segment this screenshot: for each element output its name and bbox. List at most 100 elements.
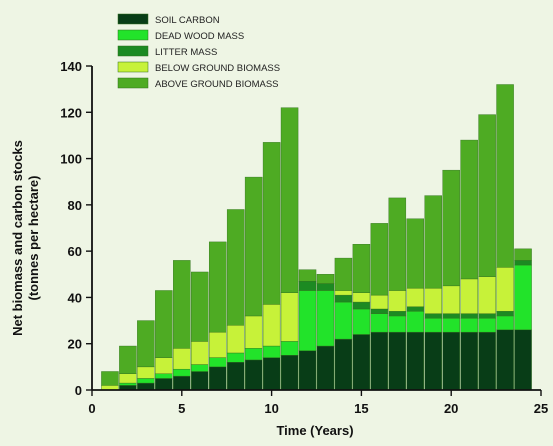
bar-segment [208, 366, 227, 391]
bar-segment [370, 223, 389, 296]
bar-segment [514, 329, 532, 391]
y-tick-label: 20 [68, 337, 82, 352]
bar-segment [173, 348, 191, 370]
bar-segment [334, 290, 353, 296]
bar-segment [496, 84, 514, 268]
bar-segment [334, 294, 353, 303]
bar-segment [442, 169, 460, 287]
bar-segment [424, 287, 442, 314]
bar-segment [406, 218, 425, 289]
bar-segment [298, 281, 317, 291]
legend: SOIL CARBON DEAD WOOD MASS LITTER MASS BELO… [117, 13, 280, 90]
bar-segment [244, 348, 263, 361]
legend-label: DEAD WOOD MASS [155, 31, 244, 42]
x-tick-label: 20 [444, 401, 458, 416]
legend-label: BELOW GROUND BIOMASS [155, 63, 280, 74]
x-tick-label: 0 [88, 401, 95, 416]
bar-segment [478, 276, 496, 314]
bar-segment [370, 294, 389, 310]
bar-segment [334, 338, 353, 391]
bar-segment [406, 311, 425, 333]
legend-swatch [117, 61, 149, 73]
bar-segment [388, 331, 407, 391]
bar-segment [280, 292, 299, 342]
bar-segment [424, 195, 442, 289]
bar-segment [478, 318, 496, 333]
bar-segment [334, 301, 353, 340]
bar-segment [442, 285, 460, 314]
legend-label: ABOVE GROUND BIOMASS [155, 79, 279, 90]
bar-segment [460, 318, 478, 333]
bar-segment [155, 373, 173, 379]
bar-segment [155, 290, 173, 358]
bar-segment [262, 345, 281, 358]
bar-segment [352, 308, 371, 335]
bar-segment [460, 278, 478, 314]
axes-layer: 0 20 40 60 80 100 120 140 0 5 10 15 20 25 [60, 59, 548, 416]
y-tick-label: 0 [75, 383, 82, 398]
bar-segment [388, 315, 407, 333]
bar-segment [496, 267, 514, 312]
bar-segment [262, 304, 281, 347]
x-tick-label: 10 [264, 401, 278, 416]
bar-segment [173, 368, 191, 377]
bar-segment [388, 197, 407, 291]
y-tick-label: 140 [60, 59, 82, 74]
bar-segment [298, 290, 317, 351]
x-axis-title: Time (Years) [276, 423, 353, 438]
bar-segment [173, 260, 191, 349]
bar-segment [316, 290, 335, 347]
bar-segment [262, 142, 281, 305]
x-tick-label: 25 [534, 401, 548, 416]
bar-segment [406, 306, 425, 312]
bar-segment [406, 287, 425, 307]
bar-segment [191, 341, 209, 365]
bar-segment [496, 315, 514, 331]
bar-segment [442, 313, 460, 319]
bar-segment [388, 290, 407, 312]
bar-segment [370, 313, 389, 333]
bar-segment [316, 345, 335, 391]
bar-segment [226, 325, 245, 354]
bar-segment [442, 331, 460, 391]
bar-segment [406, 331, 425, 391]
bar-segment [298, 350, 317, 391]
bar-segment [352, 243, 371, 293]
bar-segment [226, 362, 245, 391]
bar-segment [478, 114, 496, 277]
y-tick-label: 40 [68, 290, 82, 305]
bar-segment [208, 357, 227, 368]
bar-segment [191, 271, 209, 342]
bar-segment [244, 176, 263, 317]
bar-segment [191, 371, 209, 391]
bar-segment [496, 311, 514, 317]
bar-segment [155, 378, 173, 391]
bar-segment [352, 334, 371, 391]
bar-segment [137, 378, 155, 384]
bar-segment [370, 308, 389, 314]
bar-segment [208, 331, 227, 358]
y-axis-title: Net biomass and carbon stocks [10, 140, 25, 336]
legend-swatch [117, 29, 149, 41]
bar-segment [424, 318, 442, 333]
bar-segment [424, 313, 442, 319]
bar-segment [352, 292, 371, 303]
bar-segment [244, 315, 263, 349]
legend-label: SOIL CARBON [155, 15, 220, 26]
bar-segment [280, 341, 299, 356]
bar-segment [137, 366, 155, 379]
bar-segment [334, 257, 353, 291]
bar-segment [119, 373, 137, 384]
y-tick-label: 60 [68, 244, 82, 259]
bar-segment [226, 352, 245, 363]
bar-segment [460, 139, 478, 280]
bar-segment [137, 320, 155, 368]
bar-segment [478, 313, 496, 319]
bar-segment [298, 269, 317, 282]
bar-segment [424, 331, 442, 391]
bar-segment [316, 274, 335, 284]
bar-segment [101, 371, 119, 386]
bar-segment [119, 382, 137, 386]
bar-segment [478, 331, 496, 391]
